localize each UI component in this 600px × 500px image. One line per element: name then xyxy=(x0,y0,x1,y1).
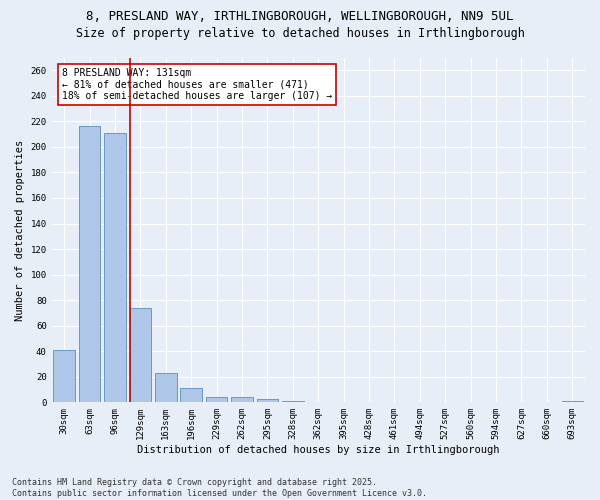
Bar xyxy=(206,397,227,402)
Bar xyxy=(53,350,75,403)
Text: Size of property relative to detached houses in Irthlingborough: Size of property relative to detached ho… xyxy=(76,28,524,40)
Text: Contains HM Land Registry data © Crown copyright and database right 2025.
Contai: Contains HM Land Registry data © Crown c… xyxy=(12,478,427,498)
Bar xyxy=(282,401,304,402)
X-axis label: Distribution of detached houses by size in Irthlingborough: Distribution of detached houses by size … xyxy=(137,445,500,455)
Bar xyxy=(257,398,278,402)
Bar xyxy=(104,133,126,402)
Text: 8 PRESLAND WAY: 131sqm
← 81% of detached houses are smaller (471)
18% of semi-de: 8 PRESLAND WAY: 131sqm ← 81% of detached… xyxy=(62,68,332,101)
Bar xyxy=(155,373,176,402)
Text: 8, PRESLAND WAY, IRTHLINGBOROUGH, WELLINGBOROUGH, NN9 5UL: 8, PRESLAND WAY, IRTHLINGBOROUGH, WELLIN… xyxy=(86,10,514,23)
Bar xyxy=(130,308,151,402)
Y-axis label: Number of detached properties: Number of detached properties xyxy=(15,140,25,320)
Bar xyxy=(79,126,100,402)
Bar xyxy=(231,397,253,402)
Bar xyxy=(181,388,202,402)
Bar xyxy=(562,401,583,402)
